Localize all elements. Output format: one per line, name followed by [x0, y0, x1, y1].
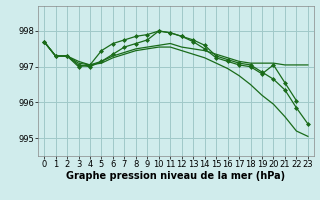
X-axis label: Graphe pression niveau de la mer (hPa): Graphe pression niveau de la mer (hPa)	[67, 171, 285, 181]
